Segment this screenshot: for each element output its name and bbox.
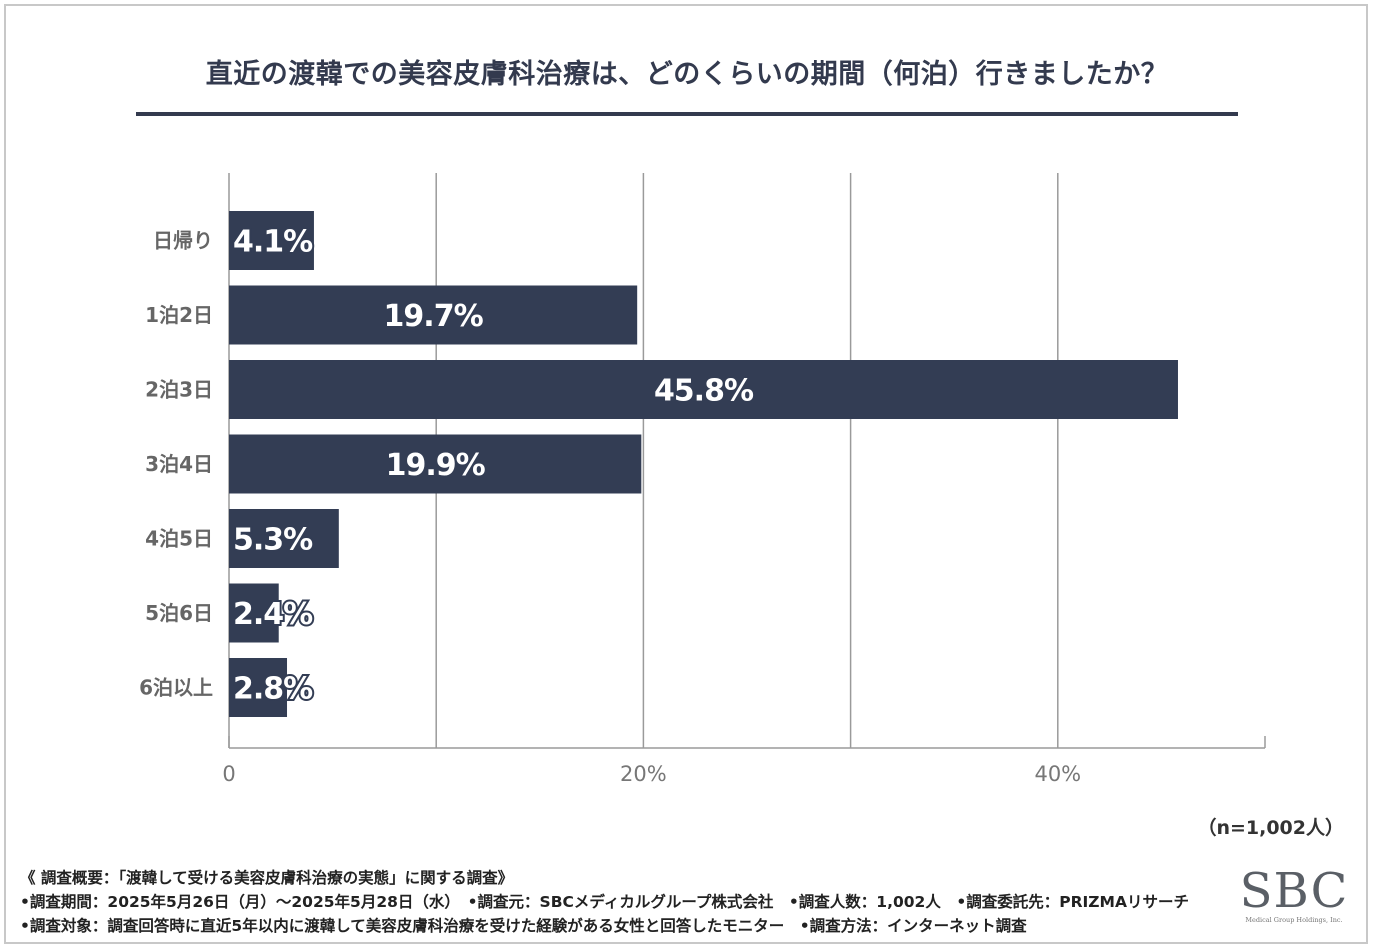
category-label: 日帰り [153,229,213,253]
logo-text: SBC [1239,863,1349,919]
bar [229,360,1178,419]
category-label: 3泊4日 [145,452,213,476]
logo-subtext: Medical Group Holdings, Inc. [1245,916,1343,924]
x-tick-label: 20% [620,762,667,786]
category-label: 4泊5日 [145,527,213,551]
sbc-logo: SBC Medical Group Holdings, Inc. [1236,866,1352,924]
value-label: 4.1% [233,225,313,260]
survey-note-title: 《 調査概要：「渡韓して受ける美容皮膚科治療の実態」に関する調査》 [20,869,514,887]
figure-frame [4,4,1368,944]
title-underline [136,112,1238,116]
value-label: 2.8% [233,672,313,707]
value-label: 45.8% [654,374,754,409]
category-label: 6泊以上 [139,676,213,700]
value-label: 2.4% [233,597,313,632]
sample-size: （n=1,002人） [1197,817,1344,839]
x-tick-label: 0 [222,762,235,786]
x-tick-label: 40% [1034,762,1081,786]
category-label: 2泊3日 [145,378,213,402]
value-label: 19.7% [384,299,484,334]
survey-notes: 《 調査概要：「渡韓して受ける美容皮膚科治療の実態」に関する調査》 •調査期間：… [20,866,1189,938]
bar [229,509,339,568]
bar-chart: 日帰り 4.1% 1泊2日 19.7% 2泊3日 45.8% 3泊4日 19.9% 4泊5日 5.… [139,173,1266,786]
category-label: 5泊6日 [145,601,213,625]
survey-note-target: •調査対象：調査回答時に直近5年以内に渡韓して美容皮膚科治療を受けた経験がある女… [20,917,1027,935]
bar [229,211,314,270]
bar [229,285,638,345]
survey-note-period: •調査期間：2025年5月26日（月）～2025年5月28日（水） •調査元：S… [20,893,1189,911]
bar [229,583,279,643]
bar [229,434,642,494]
value-label: 19.9% [386,448,486,483]
chart-title: 直近の渡韓での美容皮膚科治療は、どのくらいの期間（何泊）行きましたか？ [205,59,1169,90]
bar [229,658,288,717]
value-label: 5.3% [233,523,313,558]
category-label: 1泊2日 [145,303,213,327]
